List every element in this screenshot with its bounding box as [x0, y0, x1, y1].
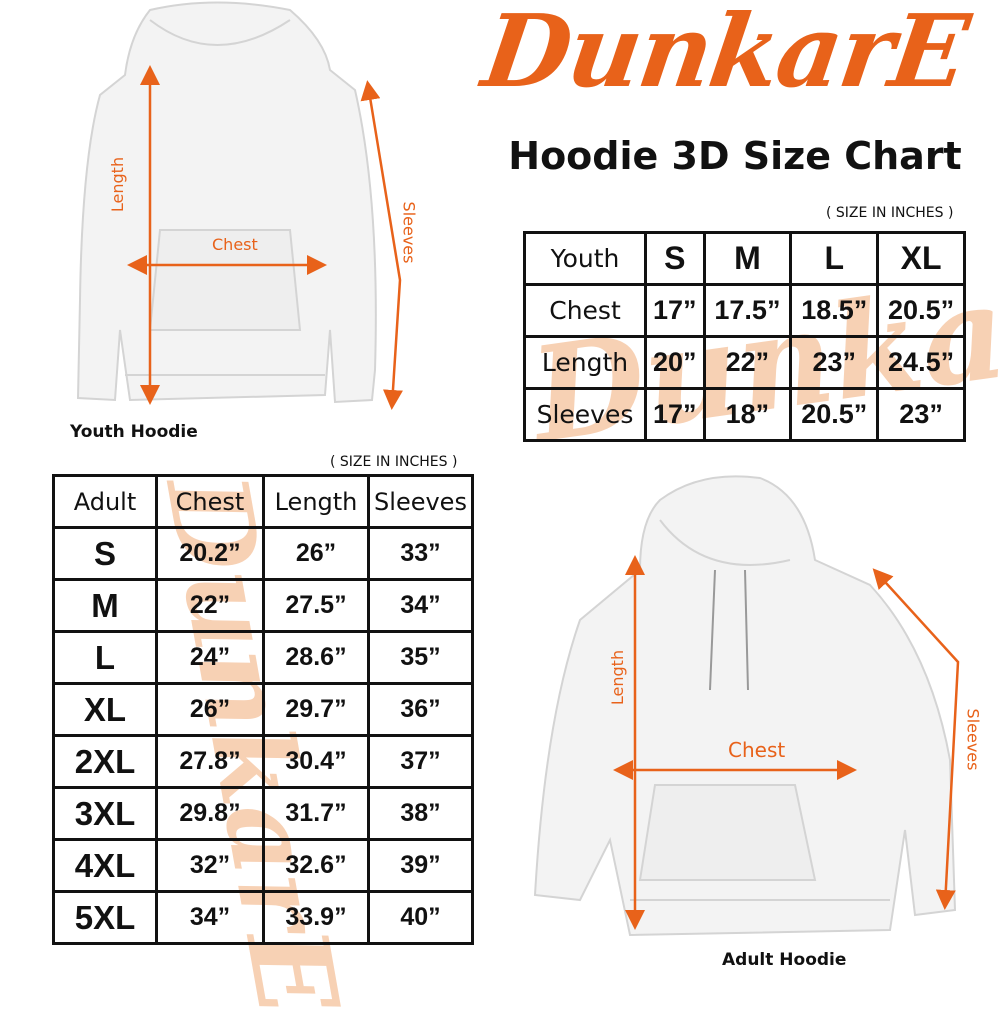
table-cell: 23”: [789, 335, 880, 390]
table-header-row: Youth S M L XL: [523, 231, 966, 286]
table-cell: 37”: [367, 734, 474, 789]
table-cell: 17”: [644, 283, 706, 338]
header-cell: Length: [262, 474, 370, 529]
table-cell: 20”: [644, 335, 706, 390]
table-cell: 24”: [155, 630, 265, 685]
row-label: Chest: [523, 283, 647, 338]
row-label: 5XL: [52, 890, 158, 945]
adult-measure-arrows: [613, 555, 960, 930]
youth-sleeves-arrow: [360, 80, 403, 410]
row-label: M: [52, 578, 158, 633]
table-cell: 23”: [876, 387, 966, 442]
header-cell: Sleeves: [367, 474, 474, 529]
hoodie-illustrations: [76, 1, 960, 937]
header-cell: S: [644, 231, 706, 286]
table-cell: 20.5”: [789, 387, 880, 442]
table-cell: 17.5”: [702, 283, 793, 338]
table-cell: 39”: [367, 838, 474, 893]
table-cell: 22”: [702, 335, 793, 390]
row-label: 2XL: [52, 734, 158, 789]
table-cell: 22”: [155, 578, 265, 633]
youth-size-table: Youth S M L XL Chest 17” 17.5” 18.5” 20.…: [523, 231, 966, 442]
table-cell: 32.6”: [262, 838, 370, 893]
table-cell: 27.8”: [155, 734, 265, 789]
header-cell: L: [789, 231, 880, 286]
table-cell: 29.7”: [262, 682, 370, 737]
adult-hoodie-image: [533, 475, 957, 937]
table-cell: 26”: [155, 682, 265, 737]
table-row: 3XL 29.8” 31.7” 38”: [52, 786, 474, 841]
table-cell: 24.5”: [876, 335, 966, 390]
row-label: 4XL: [52, 838, 158, 893]
table-cell: 20.5”: [876, 283, 966, 338]
table-cell: 20.2”: [155, 526, 265, 581]
table-cell: 33”: [367, 526, 474, 581]
table-cell: 26”: [262, 526, 370, 581]
table-cell: 34”: [367, 578, 474, 633]
table-row: 2XL 27.8” 30.4” 37”: [52, 734, 474, 789]
youth-caption: Youth Hoodie: [70, 422, 198, 442]
table-row: S 20.2” 26” 33”: [52, 526, 474, 581]
row-label: 3XL: [52, 786, 158, 841]
row-label: XL: [52, 682, 158, 737]
table-row: Chest 17” 17.5” 18.5” 20.5”: [523, 283, 966, 338]
table-cell: 18”: [702, 387, 793, 442]
adult-sleeves-arrow: [872, 568, 960, 910]
table-header-row: Adult Chest Length Sleeves: [52, 474, 474, 529]
header-cell: XL: [876, 231, 966, 286]
table-row: Sleeves 17” 18” 20.5” 23”: [523, 387, 966, 442]
table-cell: 32”: [155, 838, 265, 893]
adult-length-label: Length: [608, 649, 628, 706]
adult-sleeves-label: Sleeves: [963, 708, 983, 771]
youth-chest-label: Chest: [212, 235, 258, 254]
youth-sleeves-label: Sleeves: [399, 201, 419, 264]
table-cell: 40”: [367, 890, 474, 945]
row-label: Length: [523, 335, 647, 390]
adult-size-table: Adult Chest Length Sleeves S 20.2” 26” 33” M…: [52, 474, 474, 945]
adult-chest-label: Chest: [728, 738, 786, 762]
table-cell: 33.9”: [262, 890, 370, 945]
table-cell: 31.7”: [262, 786, 370, 841]
page-title: Hoodie 3D Size Chart: [508, 134, 962, 178]
youth-measure-arrows: [127, 65, 403, 410]
adult-caption: Adult Hoodie: [722, 950, 847, 970]
header-cell: M: [702, 231, 793, 286]
table-row: L 24” 28.6” 35”: [52, 630, 474, 685]
table-cell: 30.4”: [262, 734, 370, 789]
table-cell: 27.5”: [262, 578, 370, 633]
brand-logo: DunkarE: [476, 0, 974, 110]
table-cell: 36”: [367, 682, 474, 737]
table-cell: 29.8”: [155, 786, 265, 841]
youth-unit-note: ( SIZE IN INCHES ): [826, 205, 954, 221]
table-cell: 17”: [644, 387, 706, 442]
table-row: 5XL 34” 33.9” 40”: [52, 890, 474, 945]
table-cell: 38”: [367, 786, 474, 841]
table-cell: 34”: [155, 890, 265, 945]
table-row: XL 26” 29.7” 36”: [52, 682, 474, 737]
header-cell: Chest: [155, 474, 265, 529]
table-row: M 22” 27.5” 34”: [52, 578, 474, 633]
row-label: Sleeves: [523, 387, 647, 442]
row-label: S: [52, 526, 158, 581]
adult-unit-note: ( SIZE IN INCHES ): [330, 454, 458, 470]
table-row: Length 20” 22” 23” 24.5”: [523, 335, 966, 390]
table-row: 4XL 32” 32.6” 39”: [52, 838, 474, 893]
header-cell: Youth: [523, 231, 647, 286]
header-cell: Adult: [52, 474, 158, 529]
table-cell: 28.6”: [262, 630, 370, 685]
youth-length-label: Length: [108, 156, 128, 213]
table-cell: 35”: [367, 630, 474, 685]
row-label: L: [52, 630, 158, 685]
table-cell: 18.5”: [789, 283, 880, 338]
